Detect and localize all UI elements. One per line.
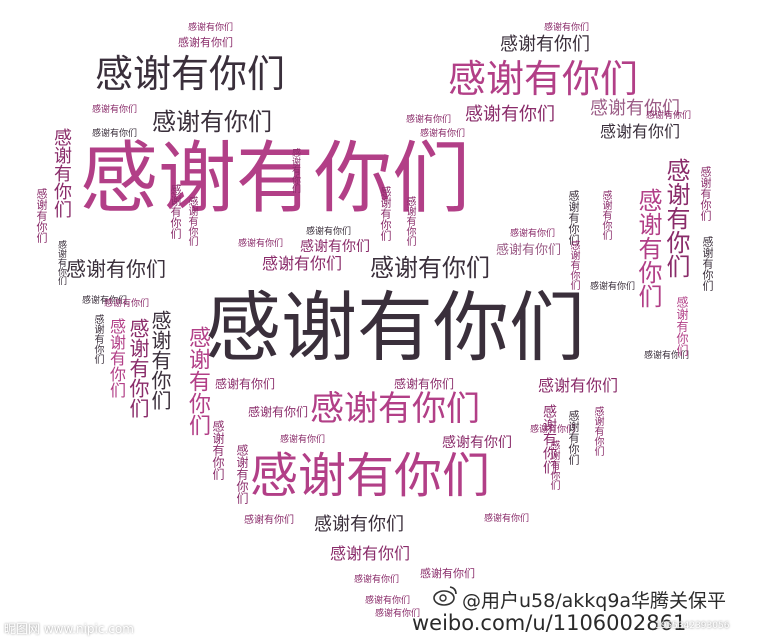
thanks-phrase: 感谢有你们 xyxy=(544,23,590,33)
thanks-phrase: 感谢有你们 xyxy=(500,34,590,55)
thanks-phrase: 感谢有你们 xyxy=(82,296,128,306)
thanks-phrase: 感谢有你们 xyxy=(330,544,411,563)
thanks-phrase: 感谢有你们 xyxy=(541,404,557,474)
weibo-user-watermark: @用户u58/akkq9a华腾关保平 xyxy=(462,590,727,612)
thanks-phrase: 感谢有你们 xyxy=(420,129,466,139)
thanks-phrase: 感谢有你们 xyxy=(92,129,138,139)
weibo-logo-icon xyxy=(433,586,457,606)
thanks-phrase: 感谢有你们 xyxy=(80,134,471,224)
thanks-phrase: 感谢有你们 xyxy=(262,254,343,273)
thanks-phrase: 感谢有你们 xyxy=(646,111,692,121)
thanks-phrase: 感谢有你们 xyxy=(496,243,562,258)
nipic-watermark: 昵图网 www.nipic.com xyxy=(4,622,134,636)
thanks-phrase: 感谢有你们 xyxy=(248,405,309,419)
thanks-phrase: 感谢有你们 xyxy=(600,190,611,240)
thanks-phrase: 感谢有你们 xyxy=(379,186,392,241)
thanks-phrase: 感谢有你们 xyxy=(310,389,480,429)
thanks-phrase: 感谢有你们 xyxy=(95,52,286,96)
thanks-phrase: 感谢有你们 xyxy=(306,227,352,237)
thanks-phrase: 感谢有你们 xyxy=(548,440,559,490)
thanks-phrase: 感谢有你们 xyxy=(406,115,452,125)
thanks-phrase: 感谢有你们 xyxy=(215,377,276,391)
thanks-phrase: 感谢有你们 xyxy=(634,188,662,308)
thanks-phrase: 感谢有你们 xyxy=(699,166,712,221)
thanks-phrase: 感谢有你们 xyxy=(290,148,300,193)
thanks-phrase: 感谢有你们 xyxy=(148,310,172,410)
thanks-phrase: 感谢有你们 xyxy=(152,108,272,136)
thanks-phrase: 感谢有你们 xyxy=(92,105,138,115)
thanks-phrase: 感谢有你们 xyxy=(92,314,103,364)
thanks-phrase: 感谢有你们 xyxy=(465,104,555,125)
thanks-phrase: 感谢有你们 xyxy=(280,435,326,445)
thanks-phrase: 感谢有你们 xyxy=(375,609,421,619)
thanks-phrase: 感谢有你们 xyxy=(126,318,150,418)
thanks-phrase: 感谢有你们 xyxy=(530,425,576,435)
thanks-phrase: 感谢有你们 xyxy=(185,326,210,436)
thanks-phrase: 感谢有你们 xyxy=(211,420,225,480)
thanks-phrase: 感谢有你们 xyxy=(442,435,512,451)
thanks-phrase: 感谢有你们 xyxy=(675,296,689,356)
thanks-phrase: 感谢有你们 xyxy=(600,122,681,141)
thanks-phrase: 感谢有你们 xyxy=(238,239,284,249)
image-id-watermark: 1955342393056 xyxy=(655,621,730,631)
thanks-phrase: 感谢有你们 xyxy=(568,240,579,290)
thanks-phrase: 感谢有你们 xyxy=(314,514,404,535)
thanks-phrase: 感谢有你们 xyxy=(567,410,580,465)
thanks-phrase: 感谢有你们 xyxy=(300,239,370,255)
thanks-phrase: 感谢有你们 xyxy=(188,23,234,33)
thanks-phrase: 感谢有你们 xyxy=(590,98,680,119)
thanks-phrase: 感谢有你们 xyxy=(250,448,491,504)
thanks-phrase: 感谢有你们 xyxy=(404,196,415,246)
thanks-phrase: 感谢有你们 xyxy=(394,377,455,391)
thanks-phrase: 感谢有你们 xyxy=(644,351,690,361)
thanks-phrase: 感谢有你们 xyxy=(354,575,400,585)
thanks-phrase: 感谢有你们 xyxy=(178,36,233,49)
thanks-phrase: 感谢有你们 xyxy=(567,190,580,245)
thanks-phrase: 感谢有你们 xyxy=(484,514,530,524)
thanks-phrase: 感谢有你们 xyxy=(370,254,490,282)
thanks-phrase: 感谢有你们 xyxy=(56,240,66,285)
thanks-phrase: 感谢有你们 xyxy=(662,158,690,278)
thanks-phrase: 感谢有你们 xyxy=(420,567,475,580)
thanks-phrase: 感谢有你们 xyxy=(365,596,411,606)
thanks-phrase: 感谢有你们 xyxy=(590,282,636,292)
thanks-phrase: 感谢有你们 xyxy=(169,184,182,239)
thanks-phrase: 感谢有你们 xyxy=(51,128,72,218)
thanks-phrase: 感谢有你们 xyxy=(235,444,249,504)
thanks-phrase: 感谢有你们 xyxy=(66,257,166,281)
thanks-phrase: 感谢有你们 xyxy=(448,57,639,101)
thanks-phrase: 感谢有你们 xyxy=(538,376,619,395)
thanks-phrase: 感谢有你们 xyxy=(35,188,48,243)
thanks-phrase: 感谢有你们 xyxy=(104,299,150,309)
thanks-phrase: 感谢有你们 xyxy=(510,229,556,239)
weibo-url-watermark: weibo.com/u/1106002861 xyxy=(412,611,687,635)
thanks-phrase: 感谢有你们 xyxy=(244,515,294,526)
thanks-phrase: 感谢有你们 xyxy=(107,318,126,398)
thanks-phrase: 感谢有你们 xyxy=(701,236,714,291)
thanks-phrase: 感谢有你们 xyxy=(186,196,197,246)
thanks-phrase: 感谢有你们 xyxy=(592,406,603,456)
thanks-phrase: 感谢有你们 xyxy=(205,283,585,372)
